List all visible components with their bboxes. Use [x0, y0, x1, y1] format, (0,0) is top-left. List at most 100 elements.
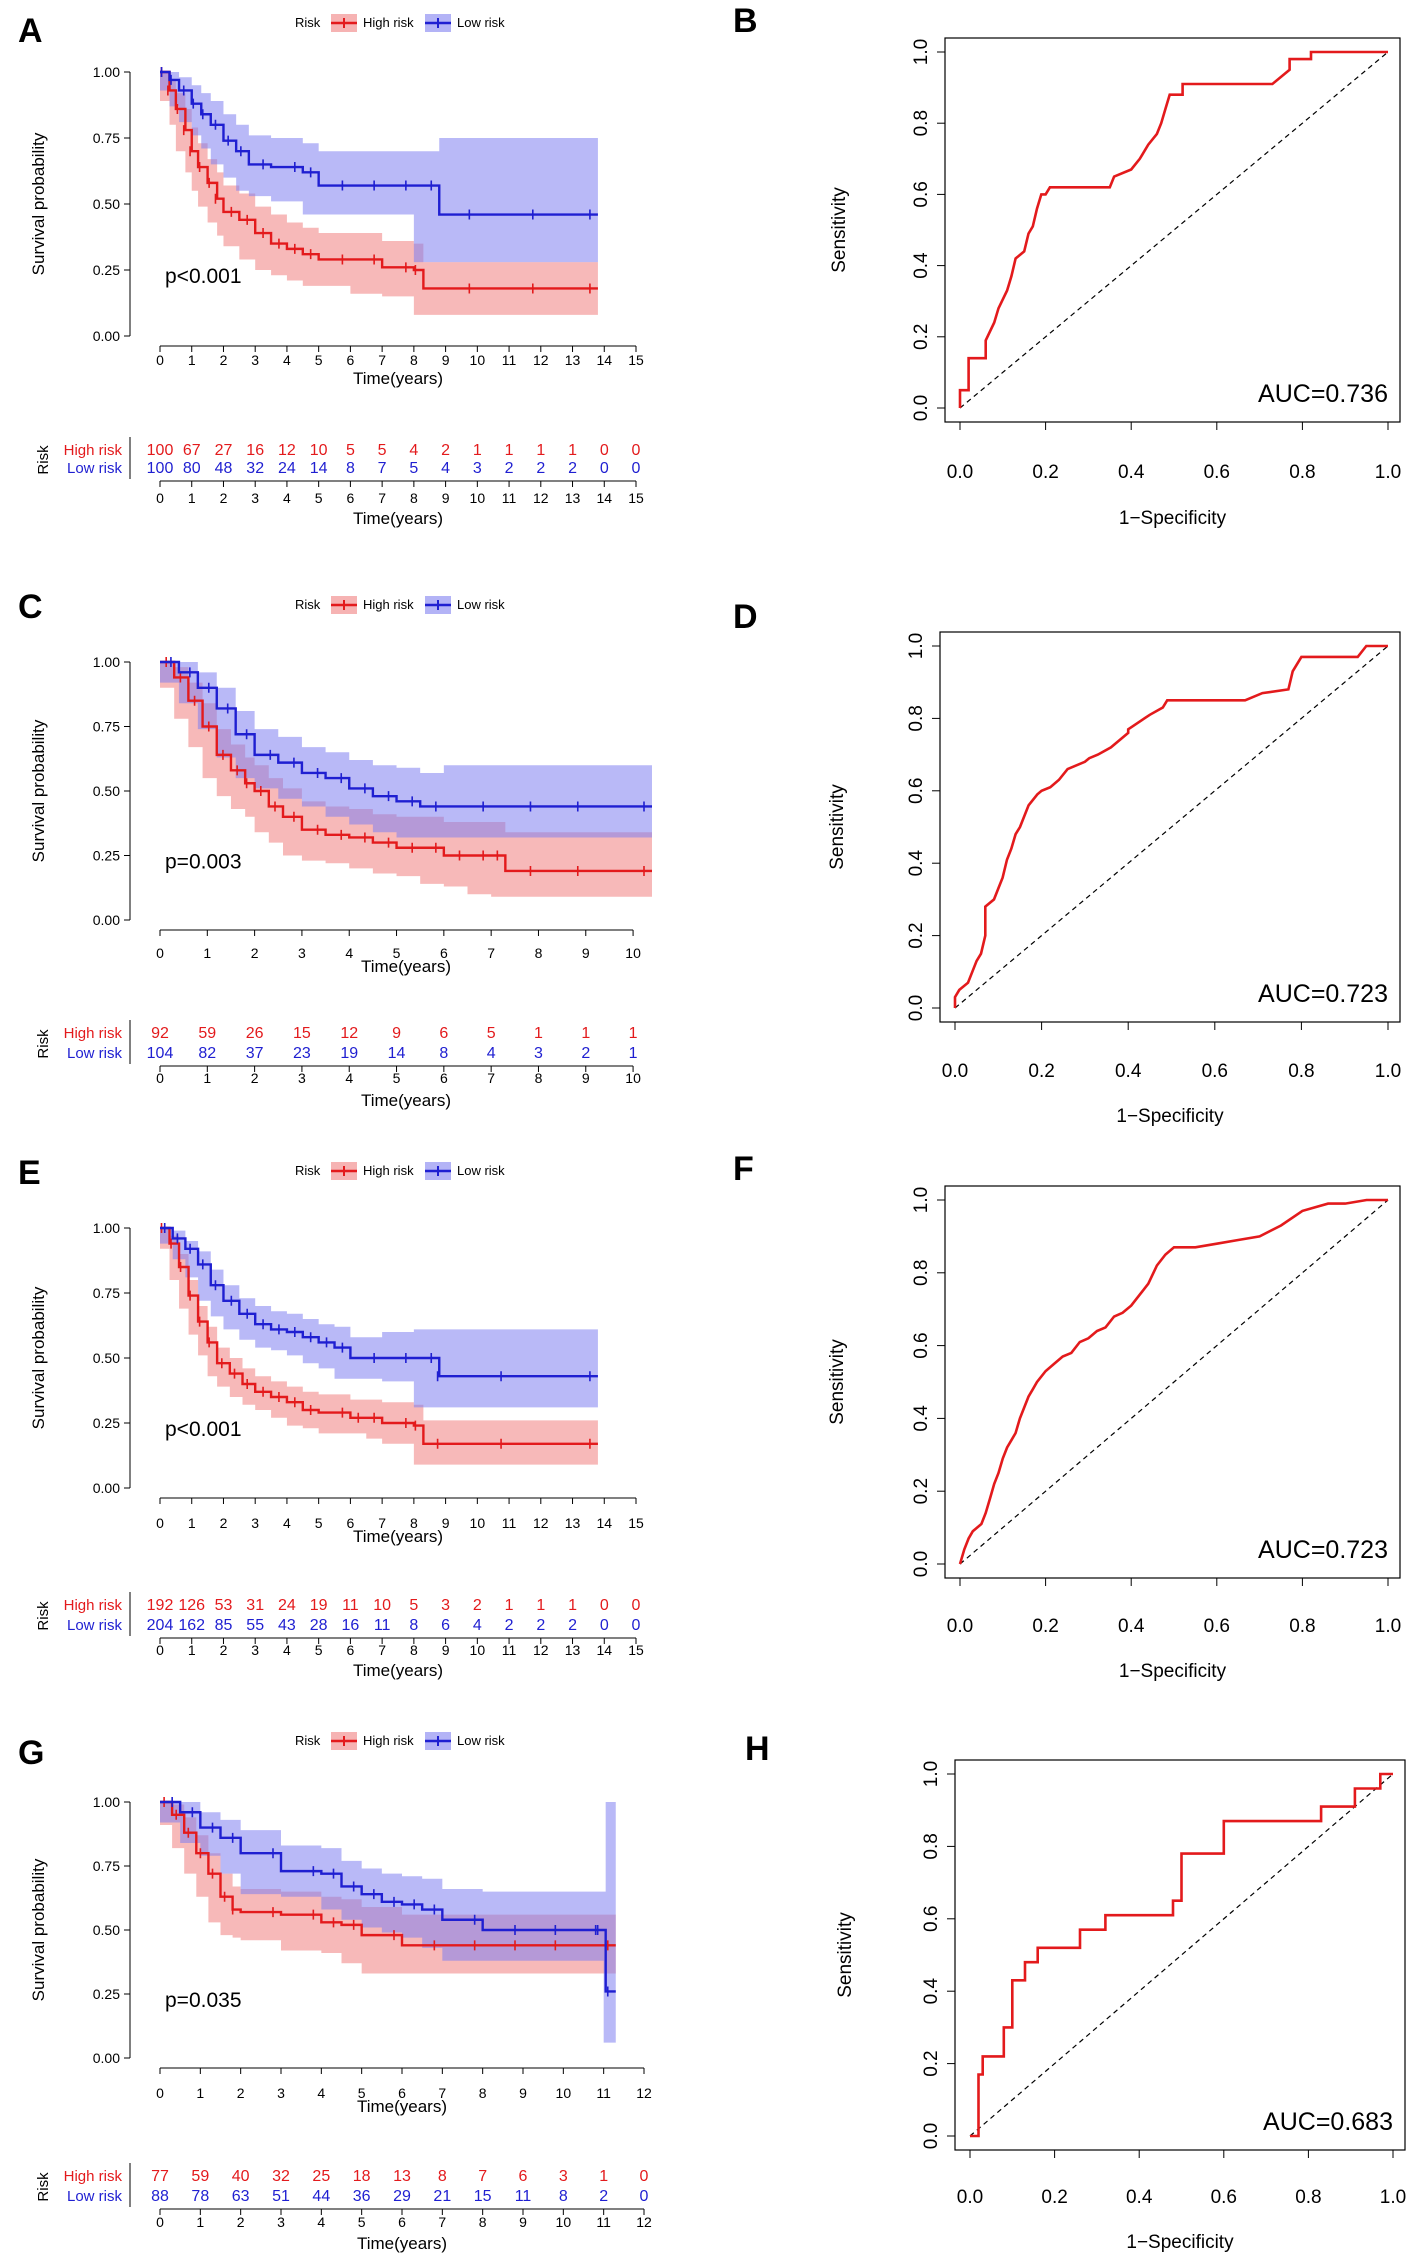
risk-table-time: 10 [625, 1070, 641, 1086]
risk-table-time: 6 [347, 1642, 355, 1658]
risk-count-high: 1 [599, 2168, 608, 2185]
risk-count-low: 44 [312, 2188, 330, 2205]
y-tick-label: 0.0 [906, 995, 927, 1021]
y-tick-label: 1.00 [93, 64, 120, 80]
risk-table-time: 7 [487, 1070, 495, 1086]
x-tick-label: 7 [378, 1515, 386, 1531]
risk-count-high: 1 [536, 442, 545, 459]
panel-A: A Risk High risk Low risk0.000.250.500.751.… [18, 12, 644, 528]
x-tick-label: 0.4 [1126, 2187, 1153, 2208]
x-tick-label: 4 [317, 2085, 325, 2101]
reference-diagonal [954, 645, 1389, 1009]
legend: Risk High risk Low risk [295, 596, 505, 614]
x-tick-label: 1 [203, 945, 211, 961]
risk-count-high: 126 [178, 1597, 205, 1614]
risk-count-low: 51 [272, 2188, 290, 2205]
x-tick-label: 3 [251, 352, 259, 368]
risk-table-time: 11 [596, 2214, 611, 2230]
risk-count-high: 6 [519, 2168, 528, 2185]
x-tick-label: 9 [519, 2085, 527, 2101]
y-tick-label: 0.50 [93, 783, 120, 799]
x-tick-label: 4 [345, 945, 353, 961]
risk-count-high: 8 [438, 2168, 447, 2185]
risk-table-time: 0 [156, 2214, 164, 2230]
risk-table-title: Risk [35, 1029, 52, 1059]
panel-F: F 0.0 0.2 0.4 0.6 0.8 1.0 0.0 0.2 0.4 0.6 0.8 1.0 1−S… [733, 1150, 1401, 1682]
risk-count-high: 4 [409, 442, 418, 459]
x-tick-label: 1.0 [1375, 1061, 1401, 1082]
risk-row-label-high: High risk [64, 442, 123, 459]
y-tick-label: 0.75 [93, 1285, 120, 1301]
y-tick-label: 0.25 [93, 1415, 120, 1431]
x-tick-label: 13 [565, 352, 581, 368]
risk-count-low: 85 [215, 1617, 233, 1634]
risk-count-low: 0 [600, 460, 609, 477]
risk-count-high: 67 [183, 442, 201, 459]
risk-count-low: 82 [198, 1045, 216, 1062]
x-tick-label: 9 [442, 1515, 450, 1531]
y-tick-label: 0.50 [93, 1350, 120, 1366]
risk-count-low: 78 [191, 2188, 209, 2205]
p-value: p<0.001 [165, 1418, 242, 1441]
panel-C: C Risk High risk Low risk 0.00 0.25 0.50 0.75 1.… [18, 588, 652, 1110]
risk-row-label-high: High risk [64, 1025, 123, 1042]
risk-table-time: 3 [251, 490, 259, 506]
panel-H: H 0.0 0.2 0.4 0.6 0.8 1.0 0.0 0.2 0.4 0.6 0.8 1.0 1−S… [745, 1730, 1406, 2253]
x-tick-label: 8 [535, 945, 543, 961]
risk-count-low: 162 [178, 1617, 205, 1634]
y-tick-label: 0.4 [906, 850, 927, 877]
risk-count-low: 4 [473, 1617, 482, 1634]
x-tick-label: 2 [220, 352, 228, 368]
risk-count-high: 192 [147, 1597, 174, 1614]
risk-count-high: 53 [215, 1597, 233, 1614]
risk-table-time: 1 [188, 1642, 196, 1658]
risk-table-time: 11 [502, 490, 517, 506]
y-axis-label: Survival probability [29, 719, 48, 862]
risk-count-high: 5 [378, 442, 387, 459]
risk-count-low: 104 [147, 1045, 174, 1062]
y-tick-label: 0.2 [921, 2050, 942, 2076]
risk-table-x-label: Time(years) [361, 1091, 451, 1110]
risk-table-time: 13 [565, 1642, 581, 1658]
x-tick-label: 0.2 [1032, 462, 1058, 483]
risk-table-time: 8 [410, 1642, 418, 1658]
panel-G: G Risk High risk Low risk 0.00 0.25 0.50 0.75 1.… [18, 1732, 652, 2253]
x-tick-label: 1.0 [1375, 1616, 1401, 1637]
legend: Risk High risk Low risk [295, 1732, 505, 1750]
legend-low-marker [433, 1736, 443, 1746]
risk-table-x-label: Time(years) [353, 1661, 443, 1680]
y-tick-label: 1.0 [906, 633, 927, 659]
y-tick-label: 0.00 [93, 912, 120, 928]
risk-count-high: 10 [310, 442, 328, 459]
y-tick-label: 0.6 [911, 1332, 932, 1358]
risk-count-high: 1 [473, 442, 482, 459]
km-curve-low [160, 1800, 616, 1993]
auc-label: AUC=0.683 [1263, 2108, 1393, 2136]
risk-count-low: 28 [310, 1617, 328, 1634]
x-axis-label: 1−Specificity [1119, 508, 1227, 529]
auc-label: AUC=0.736 [1258, 380, 1388, 408]
y-tick-label: 0.25 [93, 262, 120, 278]
risk-count-high: 2 [441, 442, 450, 459]
risk-count-low: 1 [629, 1045, 638, 1062]
panel-label: D [733, 598, 758, 636]
panel-label: H [745, 1730, 770, 1768]
x-tick-label: 11 [502, 1515, 517, 1531]
risk-table-time: 2 [220, 490, 228, 506]
risk-table-time: 5 [393, 1070, 401, 1086]
y-tick-label: 0.2 [906, 922, 927, 948]
risk-count-low: 63 [232, 2188, 250, 2205]
risk-count-low: 204 [147, 1617, 174, 1634]
panel-label: A [18, 12, 43, 50]
risk-count-high: 0 [600, 442, 609, 459]
km-curve-high [160, 70, 598, 290]
y-tick-label: 1.0 [911, 39, 932, 65]
risk-count-low: 2 [505, 1617, 514, 1634]
risk-table-time: 0 [156, 490, 164, 506]
y-tick-label: 0.8 [911, 1260, 932, 1286]
risk-count-high: 5 [346, 442, 355, 459]
risk-table-time: 0 [156, 1070, 164, 1086]
risk-table-time: 11 [502, 1642, 517, 1658]
risk-count-high: 1 [581, 1025, 590, 1042]
